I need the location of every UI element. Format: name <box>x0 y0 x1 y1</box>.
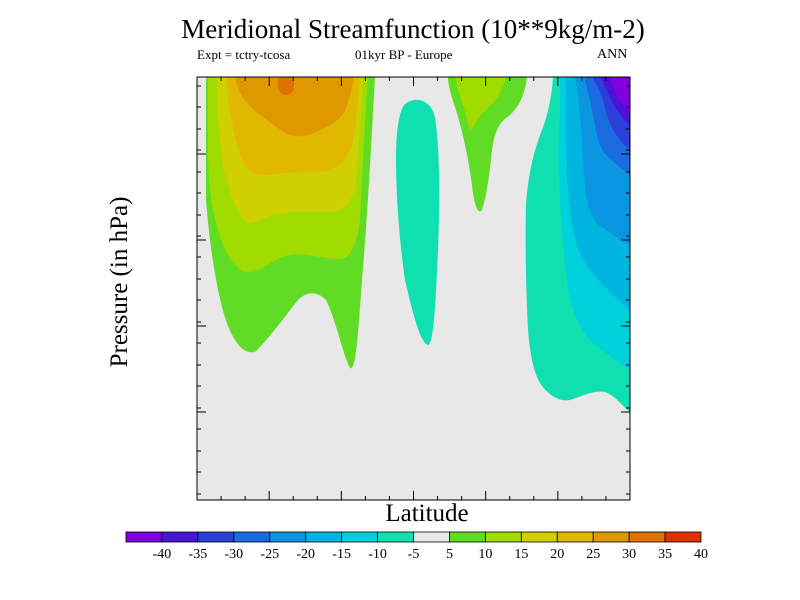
colorbar-label: 25 <box>586 547 600 562</box>
contour-central-neg5 <box>396 99 440 345</box>
axis-ticks <box>196 77 631 500</box>
colorbar-label: 20 <box>550 547 564 562</box>
colorbar-label: -40 <box>153 547 172 562</box>
colorbar-swatch <box>269 531 307 543</box>
colorbar-swatch <box>341 531 378 543</box>
colorbar-label: -20 <box>296 547 315 562</box>
colorbar-label: -25 <box>260 547 279 562</box>
period-region-label: 01kyr BP - Europe <box>355 47 453 62</box>
colorbar-label: -35 <box>189 547 208 562</box>
colorbar-swatch <box>520 531 558 543</box>
colorbar-label: 5 <box>446 547 453 562</box>
chart-title: Meridional Streamfunction (10**9kg/m-2) <box>181 14 645 44</box>
colorbar-swatch <box>592 531 630 543</box>
colorbar-label: 30 <box>622 547 636 562</box>
colorbar-label: 10 <box>478 547 492 562</box>
colorbar-label: -15 <box>332 547 351 562</box>
x-axis-label: Latitude <box>385 500 469 527</box>
colorbar-swatch <box>125 531 163 543</box>
colorbar-swatch <box>628 531 666 543</box>
colorbar-label: 40 <box>694 547 708 562</box>
colorbar: -40 -35 -30 -25 -20 -15 -10 -5 5 10 15 20 25 30 35 40 <box>125 531 708 562</box>
colorbar-swatch <box>484 531 522 543</box>
season-label: ANN <box>597 47 628 62</box>
colorbar-swatch <box>161 531 199 543</box>
contour-west-25 <box>235 77 354 137</box>
colorbar-label: -10 <box>368 547 387 562</box>
colorbar-label: -5 <box>408 547 420 562</box>
colorbar-swatch <box>413 531 450 543</box>
colorbar-swatch <box>556 531 594 543</box>
colorbar-label: 35 <box>658 547 672 562</box>
colorbar-swatch <box>664 531 702 543</box>
colorbar-swatch <box>197 531 235 543</box>
experiment-label: Expt = tctry-tcosa <box>197 47 291 62</box>
colorbar-swatch <box>233 531 271 543</box>
contour-central-10 <box>455 77 506 130</box>
colorbar-label: 15 <box>514 547 528 562</box>
colorbar-swatch <box>377 531 414 543</box>
contour-east-neg40 <box>610 77 630 112</box>
contour-west-30 <box>277 77 295 95</box>
colorbar-swatch <box>449 531 486 543</box>
colorbar-label: -30 <box>224 547 243 562</box>
colorbar-swatch <box>305 531 343 543</box>
